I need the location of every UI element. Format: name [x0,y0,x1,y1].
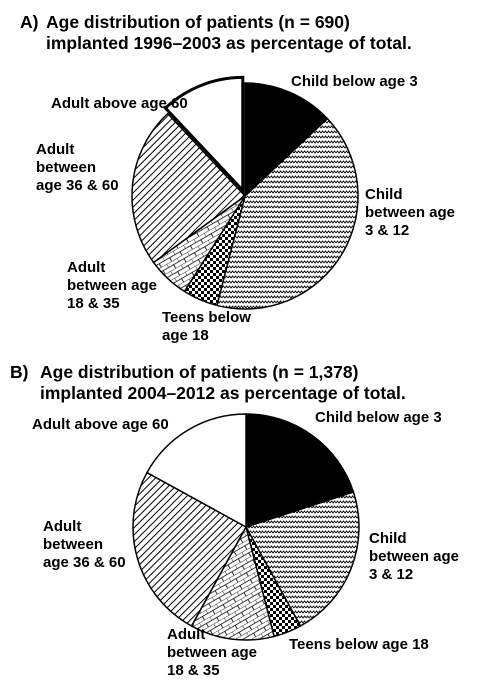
pie-chart-a: A) Age distribution of patients (n = 690… [20,12,456,344]
label-b-adult-18-35: Adult between age 18 & 35 [167,626,258,679]
pb-slice-0 [245,413,355,529]
label-a-child-3-12: Child between age 3 & 12 [365,186,456,239]
chart-a-panel-letter: A) [20,12,39,32]
chart-a-title: A) Age distribution of patients (n = 690… [20,12,412,54]
label-b-teens: Teens below age 18 [289,636,429,653]
chart-b-panel-letter: B) [10,362,29,382]
label-b-adult-above-60: Adult above age 60 [32,416,169,433]
label-a-child-below-3: Child below age 3 [291,73,418,90]
pb-slice-5 [145,413,247,529]
label-a-adult-above-60: Adult above age 60 [51,95,188,112]
pa-slice-5 [163,75,245,195]
pa-slice-1 [215,117,359,310]
chart-b-title: B) Age distribution of patients (n = 1,3… [10,362,406,404]
chart-b-title-line-2: implanted 2004–2012 as percentage of tot… [40,383,406,403]
chart-a-title-line-2: implanted 1996–2003 as percentage of tot… [46,33,412,53]
pie-chart-b: B) Age distribution of patients (n = 1,3… [0,350,490,700]
pie-a-svg [131,75,359,310]
label-b-child-below-3: Child below age 3 [315,409,442,426]
pb-slice-1 [244,491,360,628]
label-a-teens: Teens below age 18 [162,309,251,344]
chart-a-title-line-1: Age distribution of patients (n = 690) [46,12,350,32]
pa-slice-4 [131,112,247,264]
label-b-adult-36-60: Adult between age 36 & 60 [43,518,126,571]
label-a-adult-36-60: Adult between age 36 & 60 [36,141,119,194]
label-b-child-3-12: Child between age 3 & 12 [369,530,460,583]
label-a-adult-18-35: Adult between age 18 & 35 [67,259,158,312]
pb-slice-3 [190,524,276,641]
pb-slice-4 [132,471,248,628]
chart-b-title-line-1: Age distribution of patients (n = 1,378) [40,362,359,382]
pie-b-svg [132,413,360,641]
pa-slice-0 [244,82,329,198]
